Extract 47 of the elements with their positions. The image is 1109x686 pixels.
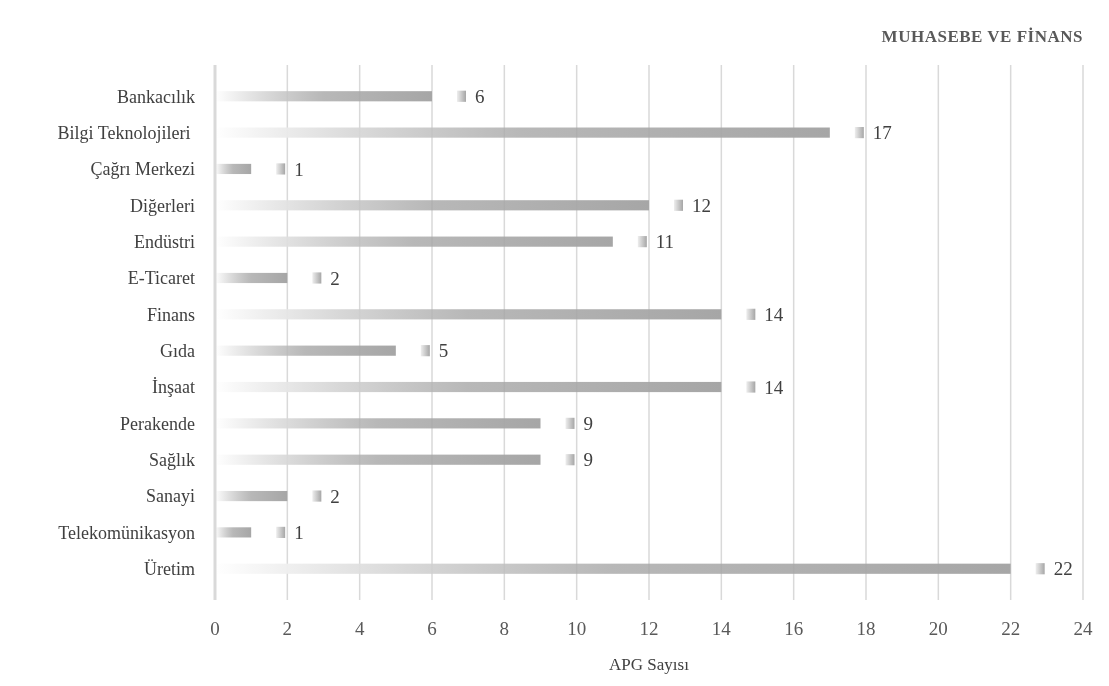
chart-title: MUHASEBE VE FİNANS xyxy=(881,27,1083,46)
y-tick-label: Finans xyxy=(146,304,195,325)
x-tick-label: 22 xyxy=(1001,618,1021,639)
x-tick-label: 18 xyxy=(856,618,876,639)
x-tick-label: 14 xyxy=(711,618,732,639)
y-tick-label: Telekomünikasyon xyxy=(58,522,195,543)
y-tick-label: Çağrı Merkezi xyxy=(90,159,195,180)
data-label: 14 xyxy=(764,376,784,398)
y-tick-label: İnşaat xyxy=(152,377,195,398)
y-tick-label: Sağlık xyxy=(148,450,195,471)
x-tick-label: 2 xyxy=(282,618,293,639)
bar xyxy=(215,272,288,284)
x-tick-label: 20 xyxy=(928,618,948,639)
x-axis-title: APG Sayısı xyxy=(609,655,690,674)
data-label: 9 xyxy=(583,413,593,435)
data-label: 14 xyxy=(764,303,784,325)
y-tick-label: Üretim xyxy=(144,559,195,580)
y-tick-label: Endüstri xyxy=(134,231,195,252)
x-tick-label: 16 xyxy=(784,618,804,639)
y-tick-label: Bilgi Teknolojileri xyxy=(57,122,195,143)
x-tick-label: 10 xyxy=(567,618,587,639)
y-tick-label: Sanayi xyxy=(146,486,195,507)
x-tick-label: 6 xyxy=(427,618,437,639)
data-label: 2 xyxy=(330,485,340,507)
data-label: 6 xyxy=(475,85,485,107)
bar xyxy=(215,527,252,538)
data-label: 1 xyxy=(294,522,304,544)
x-tick-label: 0 xyxy=(210,618,220,639)
data-label: 9 xyxy=(583,449,593,471)
data-label: 12 xyxy=(692,194,711,216)
x-tick-label: 12 xyxy=(639,618,659,639)
y-tick-label: E-Ticaret xyxy=(127,268,195,289)
data-label: 22 xyxy=(1053,558,1073,580)
data-label: 5 xyxy=(438,340,449,362)
bar xyxy=(215,490,288,502)
data-label: 11 xyxy=(655,231,675,253)
y-tick-label: Gıda xyxy=(160,340,195,361)
x-tick-label: 8 xyxy=(499,618,510,639)
data-label: 2 xyxy=(330,267,340,289)
y-tick-label: Perakende xyxy=(120,413,195,434)
x-tick-label: 4 xyxy=(354,618,365,639)
y-tick-label: Bankacılık xyxy=(117,86,195,107)
data-label: 17 xyxy=(872,122,892,144)
x-tick-label: 24 xyxy=(1073,618,1093,639)
y-tick-label: Diğerleri xyxy=(130,195,195,216)
data-label: 1 xyxy=(294,158,304,180)
bar xyxy=(215,163,252,175)
